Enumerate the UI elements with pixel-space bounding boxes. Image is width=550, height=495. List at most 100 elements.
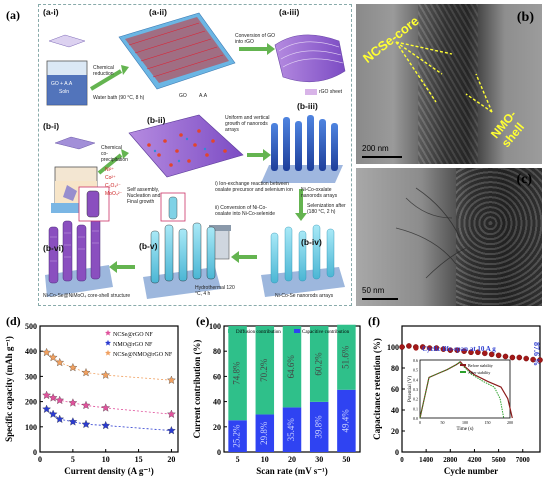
data-label-diffusion: 60.2%: [313, 352, 323, 376]
y-axis-label-d: Specific capacity (mAh g⁻¹): [4, 336, 14, 442]
legend-label-d: NCSe@rGO NF: [113, 332, 153, 338]
legend-marker-d: [105, 339, 111, 346]
legend-marker-d: [105, 329, 111, 336]
panel-b-shell-texture: [418, 4, 478, 164]
text-ai-1: GO + A.A: [51, 81, 73, 87]
x-axis-label-d: Current density (A g⁻¹): [64, 466, 154, 476]
x-tick-label-d: 20: [167, 455, 175, 464]
data-point-f: [433, 345, 440, 351]
bar-diffusion: [255, 326, 275, 415]
b-ii-sheet: [128, 114, 244, 178]
y-tick-label-e: 60: [213, 372, 221, 381]
data-point-f: [530, 356, 536, 363]
x-tick-label-d: 5: [71, 455, 75, 464]
inset-y-label: Potential (V): [408, 376, 413, 402]
x-tick-label-f: 5600: [492, 456, 507, 464]
data-point-f: [419, 344, 426, 350]
label-b-iv: (b-iv): [301, 237, 322, 247]
a-iii-sheet: [274, 34, 346, 83]
inset-y-tick: 0.1: [413, 406, 418, 411]
data-point-d: [48, 393, 58, 402]
y-tick-label-f: 60: [391, 385, 399, 394]
inset-legend-before-label: Before stability: [468, 363, 493, 368]
y-tick-label-d: 400: [25, 347, 37, 356]
legend-marker-diffusion: [228, 329, 234, 333]
text-bii-1: Uniform and vertical growth of nanorods …: [225, 115, 270, 133]
x-tick-label-f: 1400: [419, 456, 434, 464]
data-point-d: [55, 357, 65, 367]
data-point-d: [55, 414, 65, 423]
data-point-f: [516, 354, 523, 361]
series-line-d: [46, 394, 172, 415]
x-tick-label-e: 50: [342, 455, 350, 464]
inset-y-tick: 0.3: [413, 387, 418, 392]
x-tick-label-e: 5: [236, 455, 240, 464]
data-label-diffusion: 64.6%: [286, 355, 296, 379]
y-tick-label-f: 80: [391, 364, 399, 373]
label-a-ii: (a-ii): [149, 7, 167, 17]
panel-c-tem-image: (c) 50 nm: [356, 168, 542, 306]
data-label-capacitive: 39.8%: [313, 415, 323, 439]
data-point-f: [440, 346, 447, 352]
text-ai-3: Chemical reduction: [93, 65, 114, 77]
label-b-v: (b-v): [139, 241, 158, 251]
bar-diffusion: [228, 326, 247, 421]
panel-b-scale-text: 200 nm: [362, 144, 389, 153]
panel-b-label: (b): [516, 10, 534, 25]
x-tick-label-f: 4200: [467, 456, 482, 464]
data-point-d: [101, 370, 111, 379]
y-tick-label-d: 100: [25, 423, 37, 432]
y-tick-label-e: 100: [209, 322, 221, 331]
data-point-d: [68, 398, 78, 407]
inset-x-tick: 50: [441, 420, 445, 425]
legend-marker-capacitive: [294, 329, 300, 333]
y-tick-label-f: 40: [391, 406, 399, 415]
inset-x-tick: 200: [507, 420, 513, 425]
bar-capacitive: [282, 407, 302, 452]
data-point-f: [537, 357, 543, 363]
text-aiii-1: Conversion of GO into rGO: [235, 33, 276, 45]
label-b-vi: (b-vi): [43, 243, 64, 253]
data-point-d: [48, 409, 58, 418]
y-tick-label-f: 0: [395, 448, 399, 457]
legend-label-diffusion: Diffusion contribution: [236, 330, 281, 335]
bar-diffusion: [282, 326, 302, 408]
panel-a-frame: (a-i) (a-ii) (a-iii) (b-i) (b-ii) (b-iii…: [38, 4, 352, 306]
label-b-i: (b-i): [43, 121, 60, 131]
data-point-d: [167, 426, 176, 435]
text-bv-3: Hydrothermal 120 °C, 4 h: [195, 285, 235, 297]
bar-capacitive: [337, 389, 356, 452]
data-point-f: [454, 347, 460, 353]
annotation-title-f: Cyclic life-span at 10 A g: [422, 345, 496, 353]
panel-a-schematic: [45, 12, 346, 299]
data-point-d: [167, 409, 176, 418]
chart-e: 0 20 40 60 80 100 74.8% 25.2% 5 70.2% 29.8% 10 64.6%…: [192, 322, 361, 476]
bar-capacitive: [309, 401, 329, 452]
text-bvi-1: Ni-Co-Se@NiMoO₄ core-shell structure: [43, 293, 131, 299]
y-tick-label-d: 0: [33, 448, 37, 457]
label-a-iii: (a-iii): [279, 7, 300, 17]
panel-b-tem-image: (b) NCSe-core NMO-shell 200 nm: [356, 4, 542, 164]
inset-y-tick: 0.4: [413, 377, 418, 382]
y-tick-label-d: 300: [25, 372, 37, 381]
x-tick-label-e: 30: [315, 455, 323, 464]
panel-c-label: (c): [516, 172, 532, 187]
inset-y-tick: 0.5: [413, 368, 418, 373]
chart-d: 0 100 200 300 400 500 0 5 10 15 20 Current density …: [4, 322, 179, 476]
series-line-d: [46, 408, 172, 431]
inset-x-label: Time (s): [457, 427, 474, 432]
text-biii-1: Ni-Co-oxalate nanorods arrays: [301, 187, 338, 199]
data-point-f: [509, 354, 516, 361]
x-axis-label-e: Scan rate (mV s⁻¹): [256, 466, 328, 476]
x-tick-label-d: 15: [135, 455, 143, 464]
y-tick-label-e: 20: [213, 423, 221, 432]
legend-label-d: NMO@rGO NF: [113, 342, 153, 348]
panel-d-label: (d): [6, 314, 21, 328]
text-bii-6: MoO₄²⁻: [105, 191, 123, 197]
data-point-f: [468, 349, 474, 356]
text-bii-2: Self assembly, Nucleation and Final grow…: [127, 187, 161, 205]
data-label-capacitive: 35.4%: [286, 418, 296, 442]
data-point-d: [42, 404, 51, 413]
inset-x-tick: 100: [462, 420, 468, 425]
inset-line-after: [419, 361, 505, 419]
